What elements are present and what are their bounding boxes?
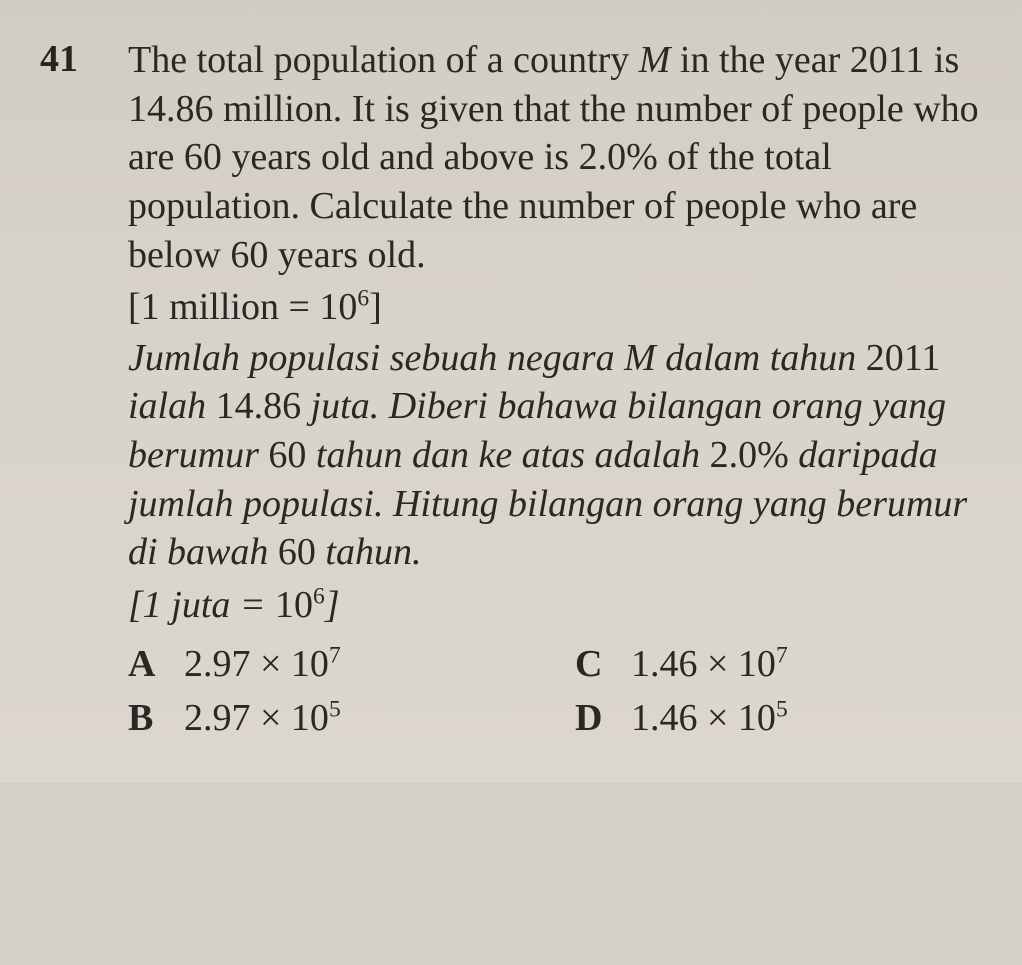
- choice-value-b: 2.97 × 105: [184, 694, 341, 743]
- question-text-en: The total population of a country M in t…: [128, 36, 982, 279]
- choice-letter-a: A: [128, 640, 162, 689]
- question-text-ms: Jumlah populasi sebuah negara M dalam ta…: [128, 334, 982, 577]
- choice-value-c: 1.46 × 107: [631, 640, 788, 689]
- choice-c[interactable]: C 1.46 × 107: [575, 640, 982, 689]
- choice-value-d: 1.46 × 105: [631, 694, 788, 743]
- unit-note-ms: [1 juta = 106]: [128, 581, 982, 630]
- choice-b[interactable]: B 2.97 × 105: [128, 694, 535, 743]
- question-number: 41: [40, 36, 94, 84]
- choice-d[interactable]: D 1.46 × 105: [575, 694, 982, 743]
- choice-letter-d: D: [575, 694, 609, 743]
- answer-choices: A 2.97 × 107 C 1.46 × 107 B 2.97 × 105 D…: [128, 640, 982, 743]
- choice-value-a: 2.97 × 107: [184, 640, 341, 689]
- question-body: The total population of a country M in t…: [128, 36, 982, 743]
- choice-letter-c: C: [575, 640, 609, 689]
- choice-letter-b: B: [128, 694, 162, 743]
- choice-a[interactable]: A 2.97 × 107: [128, 640, 535, 689]
- unit-note-en: [1 million = 106]: [128, 283, 982, 332]
- exam-page: 41 The total population of a country M i…: [0, 0, 1022, 783]
- question-41: 41 The total population of a country M i…: [40, 36, 982, 743]
